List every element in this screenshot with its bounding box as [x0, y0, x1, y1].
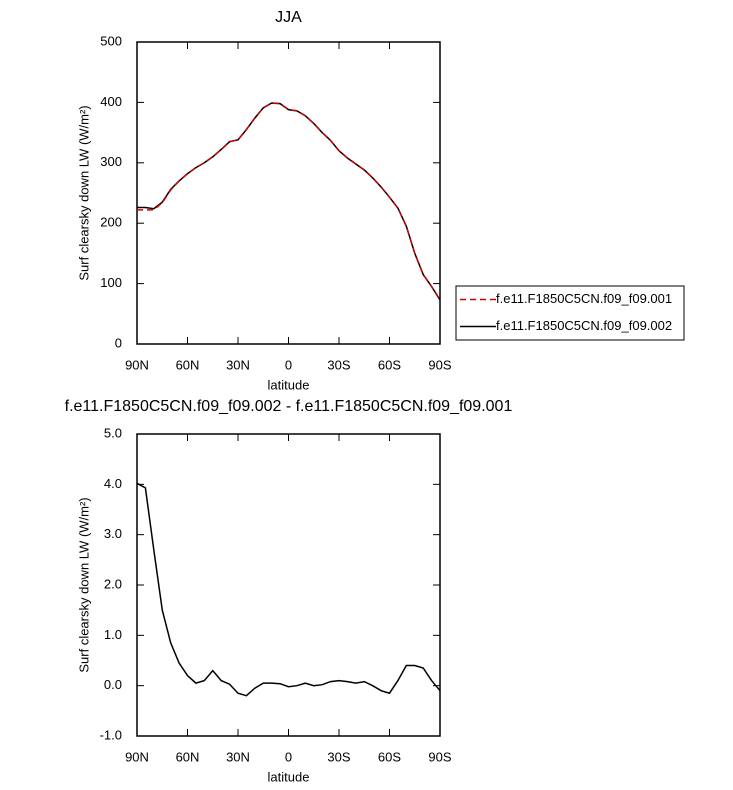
plot-frame — [136, 433, 441, 737]
x-tick-label: 30N — [226, 357, 250, 372]
x-tick-label: 90S — [428, 357, 451, 372]
y-tick-label: 300 — [100, 154, 122, 169]
y-tick-label: 400 — [100, 94, 122, 109]
x-axis-label: latitude — [268, 769, 310, 784]
y-tick-label: 200 — [100, 215, 122, 230]
y-tick-label: 100 — [100, 275, 122, 290]
x-tick-label: 30N — [226, 749, 250, 764]
x-tick-label: 30S — [327, 749, 350, 764]
y-tick-label: 3.0 — [104, 526, 122, 541]
y-tick-label: -1.0 — [100, 727, 122, 742]
y-tick-label: 0 — [115, 335, 122, 350]
x-tick-label: 60N — [176, 749, 200, 764]
legend-label: f.e11.F1850C5CN.f09_f09.002 — [496, 318, 672, 333]
x-tick-label: 60N — [176, 357, 200, 372]
legend-label: f.e11.F1850C5CN.f09_f09.001 — [496, 291, 672, 306]
y-tick-label: 4.0 — [104, 476, 122, 491]
x-tick-label: 30S — [327, 357, 350, 372]
x-tick-label: 90N — [125, 749, 149, 764]
x-tick-label: 0 — [285, 749, 292, 764]
chart-title: f.e11.F1850C5CN.f09_f09.002 - f.e11.F185… — [65, 398, 513, 415]
x-tick-label: 0 — [285, 357, 292, 372]
data-line — [137, 102, 441, 301]
y-axis-label: Surf clearsky down LW (W/m²) — [76, 105, 91, 280]
legend-box — [455, 285, 685, 341]
y-tick-label: 2.0 — [104, 576, 122, 591]
x-tick-label: 90S — [428, 749, 451, 764]
y-tick-label: 1.0 — [104, 627, 122, 642]
data-line — [136, 482, 441, 697]
data-line — [137, 102, 441, 301]
plot-frame — [136, 41, 441, 345]
x-tick-label: 60S — [378, 749, 401, 764]
x-tick-label: 90N — [125, 357, 149, 372]
y-tick-label: 500 — [100, 33, 122, 48]
x-axis-label: latitude — [268, 377, 310, 392]
x-tick-label: 60S — [378, 357, 401, 372]
y-tick-label: 5.0 — [104, 425, 122, 440]
chart-title: JJA — [275, 9, 302, 26]
y-axis-label: Surf clearsky down LW (W/m²) — [76, 497, 91, 672]
y-tick-label: 0.0 — [104, 677, 122, 692]
